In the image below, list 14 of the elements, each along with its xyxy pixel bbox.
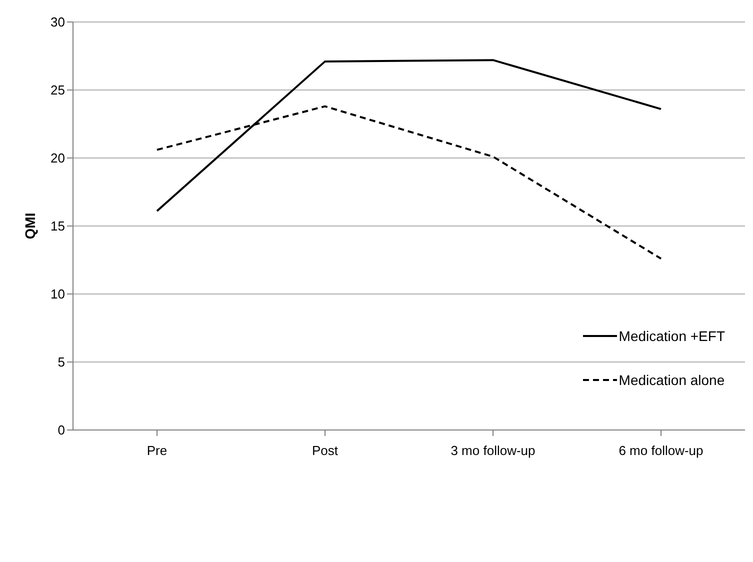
y-axis-title: QMI	[22, 212, 38, 240]
x-tick-label: 6 mo follow-up	[618, 443, 704, 458]
x-tick-label: 3 mo follow-up	[450, 443, 536, 458]
x-tick-label: Pre	[146, 443, 168, 458]
y-tick-label: 5	[58, 354, 65, 370]
legend-label: Medication alone	[618, 372, 725, 388]
y-tick-label: 15	[50, 218, 65, 234]
x-tick-label: Post	[312, 443, 338, 458]
y-tick-label: 10	[50, 286, 65, 302]
y-tick-label: 30	[50, 14, 65, 30]
y-tick-label: 25	[50, 82, 65, 98]
y-tick-label: 20	[50, 150, 65, 166]
y-tick-label: 0	[58, 422, 65, 438]
legend-label: Medication +EFT	[618, 328, 725, 344]
